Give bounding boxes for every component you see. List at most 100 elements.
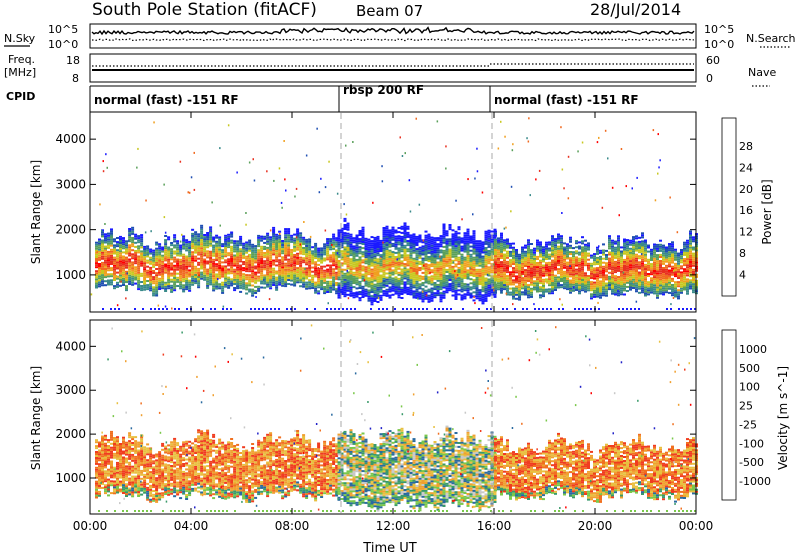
echo-cell [146,259,150,262]
echo-cell [260,280,264,283]
echo-cell [215,253,219,255]
echo-cell [269,285,273,288]
echo-cell [611,274,614,277]
echo-cell [302,247,306,249]
echo-cell [641,271,644,273]
echo-cell [527,257,530,260]
echo-cell [463,260,467,263]
echo-cell [418,279,422,282]
echo-cell [107,234,110,237]
echo-cell [400,276,404,279]
echo-cell [293,272,297,275]
echo-cell [611,262,614,265]
echo-cell [623,293,626,296]
echo-cell [272,259,276,262]
echo-cell [653,280,656,283]
echo-cell [551,286,554,289]
echo-cell [263,262,267,265]
echo-cell [254,261,258,264]
echo-cell [451,239,455,242]
echo-cell [188,251,192,254]
echo-cell [311,258,315,261]
echo-cell [248,255,252,258]
echo-cell [182,266,186,268]
echo-cell [299,250,303,253]
echo-cell [239,256,243,259]
echo-cell [95,278,98,281]
echo-cell [512,252,515,255]
echo-cell [584,264,587,267]
echo-cell [421,282,425,284]
echo-cell [364,250,368,252]
echo-cell [635,290,638,293]
echo-cell [442,278,446,281]
echo-cell [644,270,647,273]
echo-cell [424,238,428,241]
echo-cell [296,248,300,251]
echo-cell [343,224,347,226]
echo-cell [629,268,632,271]
echo-cell [469,259,473,262]
echo-cell [494,267,497,270]
echo-cell [128,278,132,281]
echo-cell [314,273,318,276]
echo-cell [394,235,398,238]
echo-cell [587,277,590,280]
echo-cell [403,271,407,274]
echo-cell [436,247,440,250]
echo-cell [358,246,362,249]
echo-cell [689,273,692,276]
echo-cell [563,272,566,275]
echo-cell [475,254,479,257]
echo-cell [575,262,578,265]
echo-cell [614,279,617,282]
echo-cell [509,287,512,290]
echo-cell [269,244,273,247]
echo-cell [674,273,677,276]
echo-cell [415,237,419,240]
echo-cell [451,280,455,283]
echo-cell [460,284,464,287]
echo-cell [536,255,539,258]
echo-cell [602,257,605,260]
echo-cell [317,280,321,283]
echo-cell [302,279,306,282]
echo-cell [358,293,362,296]
echo-cell [503,247,506,250]
echo-cell [494,240,497,243]
echo-cell [155,241,159,244]
echo-cell [281,244,285,246]
echo-cell [472,264,476,267]
echo-cell [296,267,300,270]
echo-cell [125,279,128,281]
echo-cell [391,277,395,280]
echo-cell [308,273,312,276]
echo-cell [557,278,560,281]
echo-cell [472,232,476,235]
echo-cell [143,272,147,275]
echo-cell [403,232,407,235]
echo-cell [385,254,389,257]
echo-cell [346,222,350,225]
echo-cell [448,260,452,263]
echo-cell [266,253,270,255]
echo-cell [320,249,324,252]
echo-cell [466,240,470,243]
echo-cell [647,283,650,286]
echo-cell [500,277,503,280]
echo-cell [578,259,581,262]
echo-cell [125,258,128,261]
echo-cell [382,259,386,262]
echo-cell [611,280,614,283]
echo-cell [326,270,330,273]
echo-cell [614,271,617,274]
echo-cell [164,290,168,292]
echo-cell [248,241,252,244]
echo-cell [530,265,533,268]
echo-cell [122,237,125,240]
echo-cell [203,236,207,239]
echo-cell [659,256,662,258]
echo-cell [382,229,386,232]
echo-cell [409,273,413,276]
echo-cell [436,269,440,272]
